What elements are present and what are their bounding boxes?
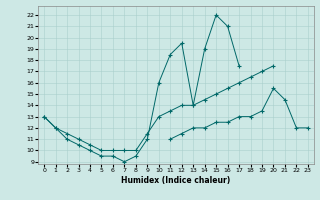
X-axis label: Humidex (Indice chaleur): Humidex (Indice chaleur) — [121, 176, 231, 185]
